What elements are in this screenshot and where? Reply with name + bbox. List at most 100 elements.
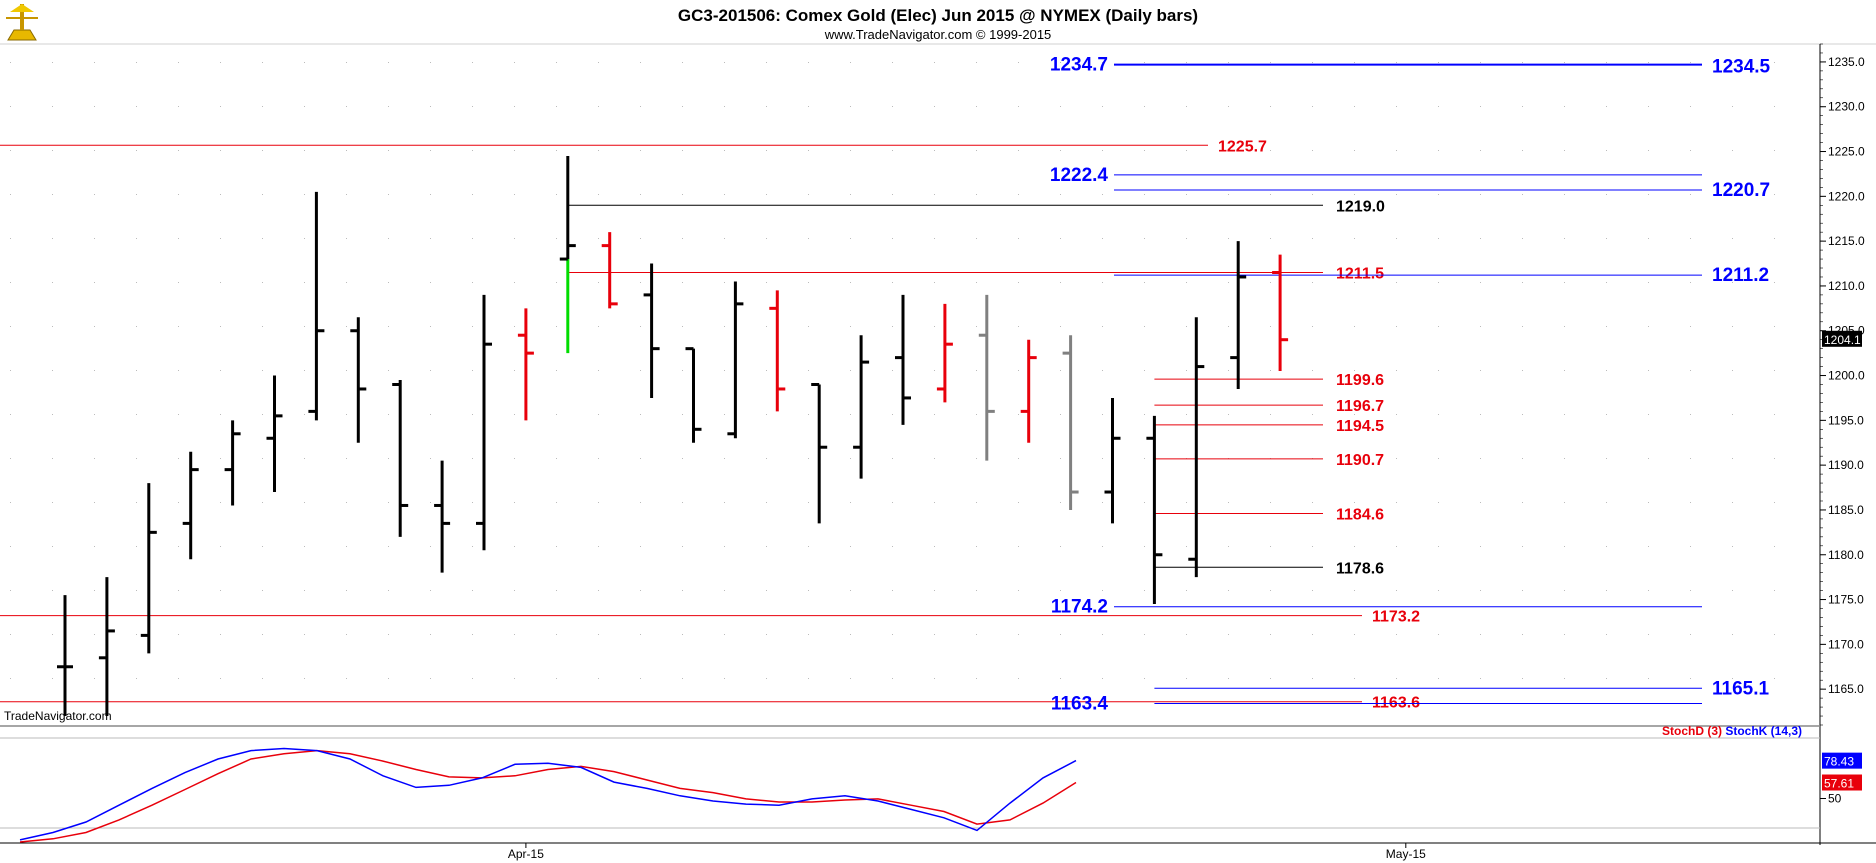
grid-dot <box>892 370 893 371</box>
grid-dot <box>1564 634 1565 635</box>
grid-dot <box>10 106 11 107</box>
grid-dot <box>388 194 389 195</box>
y-tick-label: 1235.0 <box>1828 55 1865 69</box>
grid-dot <box>934 502 935 503</box>
level-label: 1178.6 <box>1336 560 1384 577</box>
grid-dot <box>178 590 179 591</box>
grid-dot <box>1648 62 1649 63</box>
grid-dot <box>388 238 389 239</box>
grid-dot <box>1228 634 1229 635</box>
logo-icon <box>6 4 38 41</box>
grid-dot <box>94 414 95 415</box>
grid-dot <box>1102 62 1103 63</box>
grid-dot <box>346 502 347 503</box>
grid-dot <box>1312 546 1313 547</box>
grid-dot <box>1312 370 1313 371</box>
grid-dot <box>1228 106 1229 107</box>
grid-dot <box>262 590 263 591</box>
grid-dot <box>94 546 95 547</box>
grid-dot <box>976 282 977 283</box>
grid-dot <box>1522 502 1523 503</box>
grid-dot <box>1144 106 1145 107</box>
grid-dot <box>1270 414 1271 415</box>
grid-dot <box>682 546 683 547</box>
grid-dot <box>1522 546 1523 547</box>
grid-dot <box>52 238 53 239</box>
grid-dots <box>10 62 1775 679</box>
grid-dot <box>304 414 305 415</box>
grid-dot <box>892 546 893 547</box>
grid-dot <box>1774 502 1775 503</box>
grid-dot <box>1732 238 1733 239</box>
grid-dot <box>1648 634 1649 635</box>
grid-dot <box>1228 62 1229 63</box>
grid-dot <box>94 634 95 635</box>
grid-dot <box>556 634 557 635</box>
ohlc-bar <box>98 577 115 717</box>
grid-dot <box>1144 678 1145 679</box>
grid-dot <box>472 106 473 107</box>
grid-dot <box>892 62 893 63</box>
grid-dot <box>1270 502 1271 503</box>
grid-dot <box>388 590 389 591</box>
grid-dot <box>1312 62 1313 63</box>
grid-dot <box>1186 238 1187 239</box>
grid-dot <box>136 282 137 283</box>
grid-dot <box>1144 546 1145 547</box>
ohlc-bar <box>350 317 367 443</box>
grid-dot <box>682 678 683 679</box>
grid-dot <box>1564 546 1565 547</box>
grid-dot <box>1606 370 1607 371</box>
grid-dot <box>472 150 473 151</box>
grid-dot <box>1060 106 1061 107</box>
grid-dot <box>1102 150 1103 151</box>
grid-dot <box>640 546 641 547</box>
grid-dot <box>1564 502 1565 503</box>
grid-dot <box>346 282 347 283</box>
grid-dot <box>1270 546 1271 547</box>
grid-dot <box>1312 106 1313 107</box>
grid-dot <box>220 414 221 415</box>
grid-dot <box>1186 634 1187 635</box>
grid-dot <box>1354 546 1355 547</box>
grid-dot <box>1690 546 1691 547</box>
grid-dot <box>1228 282 1229 283</box>
grid-dot <box>1438 370 1439 371</box>
grid-dot <box>934 678 935 679</box>
grid-dot <box>724 414 725 415</box>
grid-dot <box>1774 458 1775 459</box>
grid-dot <box>976 414 977 415</box>
grid-dot <box>1522 678 1523 679</box>
grid-dot <box>1522 634 1523 635</box>
grid-dot <box>178 370 179 371</box>
grid-dot <box>1564 678 1565 679</box>
grid-dot <box>1606 458 1607 459</box>
grid-dot <box>52 590 53 591</box>
grid-dot <box>1606 106 1607 107</box>
chart-subtitle: www.TradeNavigator.com © 1999-2015 <box>824 27 1052 42</box>
grid-dot <box>1060 414 1061 415</box>
grid-dot <box>598 106 599 107</box>
grid-dot <box>1774 282 1775 283</box>
grid-dot <box>94 106 95 107</box>
level-label: 1234.7 <box>1050 55 1108 76</box>
price-bars <box>57 156 1289 717</box>
grid-dot <box>1102 326 1103 327</box>
grid-dot <box>262 150 263 151</box>
grid-dot <box>1396 150 1397 151</box>
grid-dot <box>1732 634 1733 635</box>
grid-dot <box>808 282 809 283</box>
grid-dot <box>136 590 137 591</box>
grid-dot <box>766 590 767 591</box>
level-label: 1165.1 <box>1712 678 1769 699</box>
grid-dot <box>598 678 599 679</box>
grid-dot <box>556 458 557 459</box>
level-label: 1211.2 <box>1712 265 1769 286</box>
grid-dot <box>1396 282 1397 283</box>
grid-dot <box>1396 370 1397 371</box>
grid-dot <box>472 458 473 459</box>
grid-dot <box>1270 282 1271 283</box>
grid-dot <box>724 150 725 151</box>
grid-dot <box>1102 414 1103 415</box>
